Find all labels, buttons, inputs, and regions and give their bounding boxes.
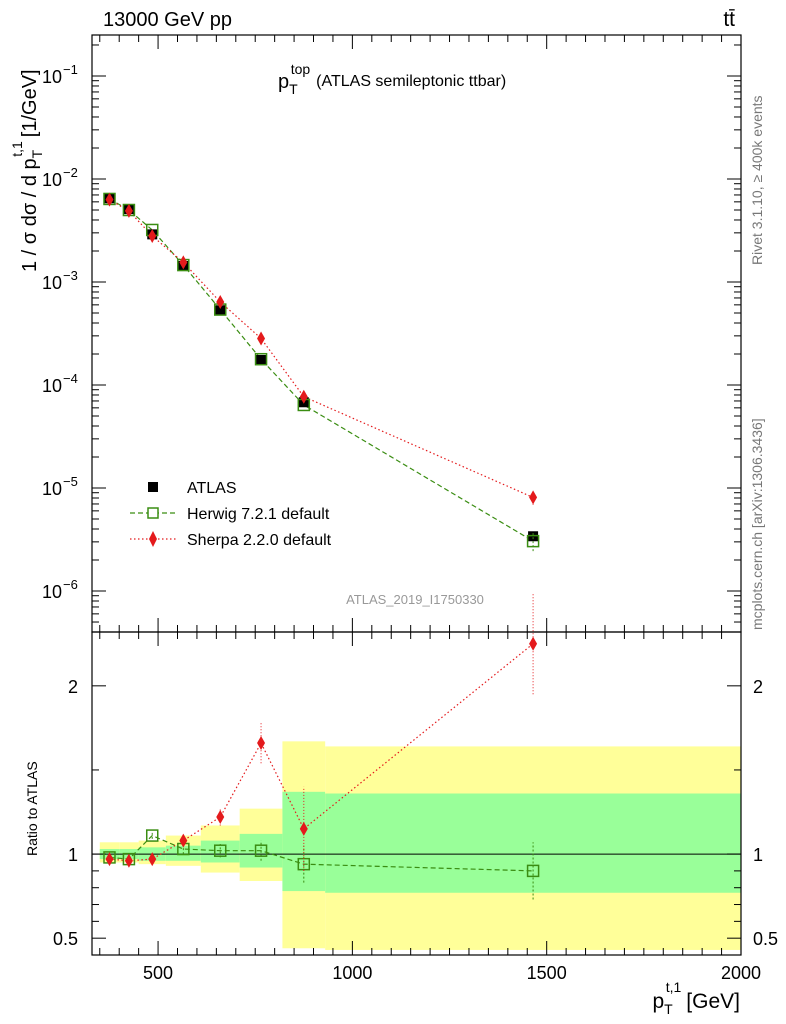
x-label-sup: t,1 [666,979,682,995]
title-rest: (ATLAS semileptonic ttbar) [316,73,506,90]
legend-entry-sherpa: Sherpa 2.2.0 default [130,531,332,549]
legend-entry-atlas: ATLAS [148,480,237,497]
x-label-main: p [652,990,664,1013]
y-tick-exponent: −4 [63,371,78,386]
herwig-line [109,198,534,542]
y-label-main: 1 / σ dσ / d p [19,158,41,272]
sherpa-ratio-point [529,636,538,651]
legend-marker-herwig [147,507,159,519]
sherpa-ratio-point [257,736,266,751]
title-sup: top [291,61,311,77]
mcplots-label: mcplots.cern.ch [arXiv:1306.3436] [749,418,765,630]
ratio-y-tick-label-right: 0.5 [753,929,778,949]
title-main: p [278,71,289,93]
sherpa-point [105,192,114,207]
ratio-y-tick-label: 2 [68,677,78,697]
x-tick-label: 2000 [721,963,761,983]
y-tick-exponent: −5 [63,474,78,489]
sherpa-ratio-point [216,810,225,825]
legend-marker-atlas [148,482,158,492]
title-sub: T [289,81,298,97]
main-panel: 10−110−210−310−410−510−6 [42,34,742,633]
herwig-ratio-point [145,829,159,842]
herwig-ratio-line [109,834,534,872]
sherpa-line [109,199,534,498]
atlas-point [215,305,226,316]
legend: ATLAS Herwig 7.2.1 default Sherpa 2.2.0 … [130,480,332,549]
sherpa-point [257,331,266,346]
sherpa-point [529,490,538,505]
y-axis-label-top: 1 / σ dσ / d pTt,1 [1/GeV] [9,69,45,272]
sherpa-point [148,228,157,243]
x-label-unit: [GeV] [686,990,740,1013]
sherpa-point [216,294,225,309]
ratio-y-tick-label-right: 2 [753,677,763,697]
legend-label-sherpa: Sherpa 2.2.0 default [187,532,332,549]
sherpa-ratio-point [299,821,308,836]
sherpa-ratio-point [124,853,133,868]
process-label: tt̄ [723,8,735,31]
x-label-sub: T [664,1001,673,1017]
sherpa-ratio-line [109,643,534,862]
sherpa-ratio-point [105,852,114,867]
band-green-bin [282,791,326,892]
sherpa-ratio-point [179,833,188,848]
sherpa-point [179,255,188,270]
sherpa-point [124,203,133,218]
legend-marker-sherpa [149,531,157,547]
y-tick-label: 10 [42,273,62,293]
y-tick-label: 10 [42,479,62,499]
energy-label: 13000 GeV pp [103,9,232,31]
herwig-ratio-point [254,844,268,857]
y-tick-exponent: −1 [63,62,78,77]
legend-entry-herwig: Herwig 7.2.1 default [130,506,330,523]
atlas-point [256,354,267,365]
x-axis-label: pTt,1[GeV] [652,979,740,1017]
y-axis-label-ratio: Ratio to ATLAS [24,761,40,856]
y-label-unit: [1/GeV] [19,69,41,137]
x-tick-label: 1500 [527,963,567,983]
x-tick-label: 1000 [332,963,372,983]
y-tick-label: 10 [42,170,62,190]
y-tick-label: 10 [42,376,62,396]
plot-title: pTtop (ATLAS semileptonic ttbar) [278,61,506,97]
y-tick-exponent: −6 [63,577,78,592]
legend-label-herwig: Herwig 7.2.1 default [187,506,330,523]
y-tick-exponent: −2 [63,165,78,180]
herwig-ratio-point [526,864,540,878]
ratio-frame [91,631,742,956]
ratio-y-tick-label-right: 1 [753,845,763,865]
ratio-y-tick-label: 0.5 [53,929,78,949]
herwig-point [254,352,268,366]
y-tick-label: 10 [42,67,62,87]
y-tick-exponent: −3 [63,268,78,283]
y-label-sup: t,1 [9,141,25,157]
x-tick-label: 500 [143,963,173,983]
rivet-label: Rivet 3.1.10, ≥ 400k events [749,95,765,265]
ratio-panel: 0.5 0.5 1 1 2 2 [53,593,778,956]
y-tick-label: 10 [42,582,62,602]
herwig-ratio-point [213,844,227,857]
y-label-sub: T [29,149,45,158]
watermark: ATLAS_2019_I1750330 [346,592,484,607]
sherpa-ratio-point [148,852,157,867]
sherpa-point [299,389,308,404]
legend-label-atlas: ATLAS [187,480,237,497]
ratio-y-tick-label: 1 [68,845,78,865]
